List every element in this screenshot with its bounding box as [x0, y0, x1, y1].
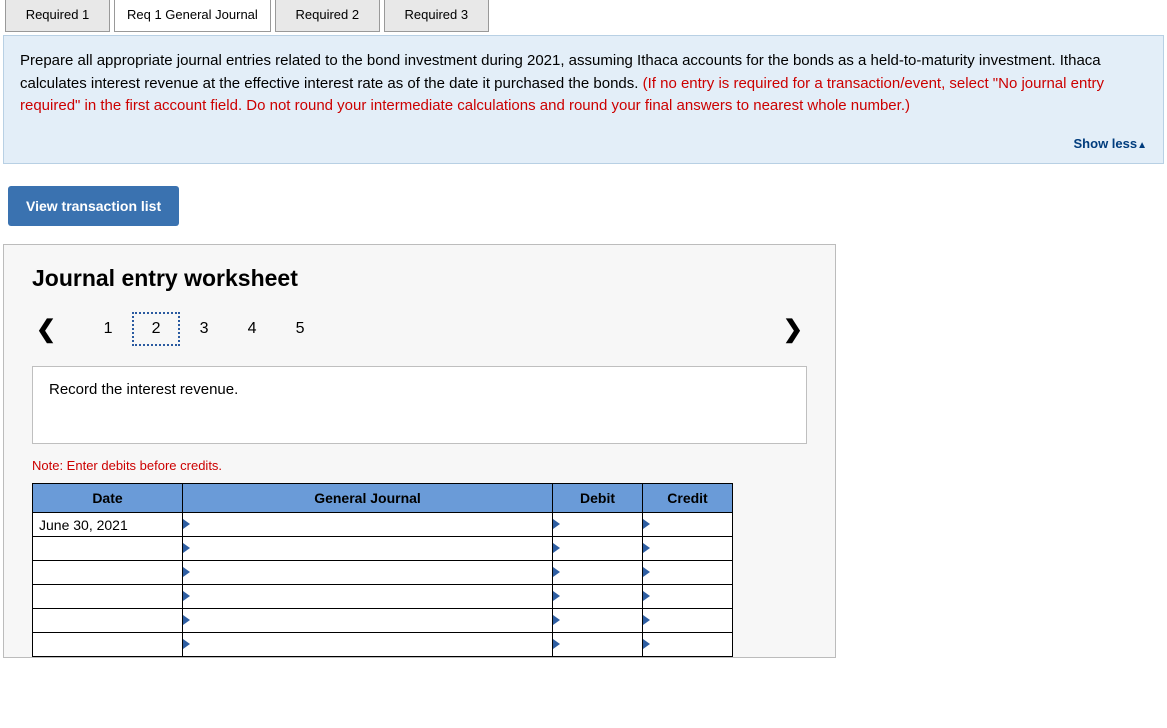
cell-date[interactable]: [33, 609, 183, 633]
col-header-credit: Credit: [643, 484, 733, 513]
dropdown-indicator-icon: [643, 519, 650, 529]
table-row: [33, 561, 733, 585]
table-row: [33, 537, 733, 561]
cell-debit[interactable]: [553, 585, 643, 609]
triangle-up-icon: ▲: [1137, 140, 1147, 151]
table-row: [33, 633, 733, 657]
entry-description: Record the interest revenue.: [32, 366, 807, 444]
cell-credit[interactable]: [643, 585, 733, 609]
dropdown-indicator-icon: [183, 519, 190, 529]
tab-required-1[interactable]: Required 1: [5, 0, 110, 32]
pager-next-icon[interactable]: ❯: [779, 315, 807, 344]
cell-debit[interactable]: [553, 513, 643, 537]
show-less-toggle[interactable]: Show less▲: [20, 134, 1147, 154]
pager-item-5[interactable]: 5: [276, 312, 324, 346]
cell-credit[interactable]: [643, 561, 733, 585]
pager-item-4[interactable]: 4: [228, 312, 276, 346]
col-header-general-journal: General Journal: [183, 484, 553, 513]
cell-general-journal[interactable]: [183, 513, 553, 537]
dropdown-indicator-icon: [553, 591, 560, 601]
cell-credit[interactable]: [643, 513, 733, 537]
cell-date[interactable]: June 30, 2021: [33, 513, 183, 537]
pager-item-2[interactable]: 2: [132, 312, 180, 346]
view-transaction-list-button[interactable]: View transaction list: [8, 186, 179, 226]
cell-date[interactable]: [33, 585, 183, 609]
dropdown-indicator-icon: [643, 591, 650, 601]
pager-numbers: 1 2 3 4 5: [84, 312, 324, 346]
cell-debit[interactable]: [553, 537, 643, 561]
show-less-label: Show less: [1074, 136, 1138, 151]
cell-credit[interactable]: [643, 537, 733, 561]
tab-required-2[interactable]: Required 2: [275, 0, 380, 32]
tab-required-3[interactable]: Required 3: [384, 0, 489, 32]
cell-general-journal[interactable]: [183, 609, 553, 633]
cell-date[interactable]: [33, 633, 183, 657]
tab-bar: Required 1 Req 1 General Journal Require…: [0, 0, 1167, 32]
dropdown-indicator-icon: [553, 543, 560, 553]
worksheet-title: Journal entry worksheet: [32, 265, 807, 292]
dropdown-indicator-icon: [183, 591, 190, 601]
dropdown-indicator-icon: [643, 639, 650, 649]
dropdown-indicator-icon: [643, 567, 650, 577]
table-row: [33, 585, 733, 609]
cell-general-journal[interactable]: [183, 585, 553, 609]
table-row: [33, 609, 733, 633]
dropdown-indicator-icon: [183, 639, 190, 649]
dropdown-indicator-icon: [553, 519, 560, 529]
cell-debit[interactable]: [553, 561, 643, 585]
pager-item-3[interactable]: 3: [180, 312, 228, 346]
cell-general-journal[interactable]: [183, 537, 553, 561]
cell-debit[interactable]: [553, 633, 643, 657]
dropdown-indicator-icon: [183, 567, 190, 577]
journal-entry-worksheet: Journal entry worksheet ❮ 1 2 3 4 5 ❯ Re…: [3, 244, 836, 658]
debits-before-credits-note: Note: Enter debits before credits.: [32, 458, 807, 473]
journal-entry-table: Date General Journal Debit Credit June 3…: [32, 483, 733, 657]
dropdown-indicator-icon: [643, 615, 650, 625]
dropdown-indicator-icon: [183, 615, 190, 625]
instructions-panel: Prepare all appropriate journal entries …: [3, 35, 1164, 164]
cell-credit[interactable]: [643, 633, 733, 657]
pager-prev-icon[interactable]: ❮: [32, 315, 60, 344]
col-header-date: Date: [33, 484, 183, 513]
cell-credit[interactable]: [643, 609, 733, 633]
cell-general-journal[interactable]: [183, 561, 553, 585]
dropdown-indicator-icon: [183, 543, 190, 553]
table-row: June 30, 2021: [33, 513, 733, 537]
tab-req1-general-journal[interactable]: Req 1 General Journal: [114, 0, 271, 32]
cell-date[interactable]: [33, 561, 183, 585]
pager-item-1[interactable]: 1: [84, 312, 132, 346]
dropdown-indicator-icon: [643, 543, 650, 553]
dropdown-indicator-icon: [553, 567, 560, 577]
dropdown-indicator-icon: [553, 639, 560, 649]
cell-general-journal[interactable]: [183, 633, 553, 657]
col-header-debit: Debit: [553, 484, 643, 513]
cell-debit[interactable]: [553, 609, 643, 633]
entry-pager: ❮ 1 2 3 4 5 ❯: [32, 312, 807, 346]
dropdown-indicator-icon: [553, 615, 560, 625]
cell-date[interactable]: [33, 537, 183, 561]
